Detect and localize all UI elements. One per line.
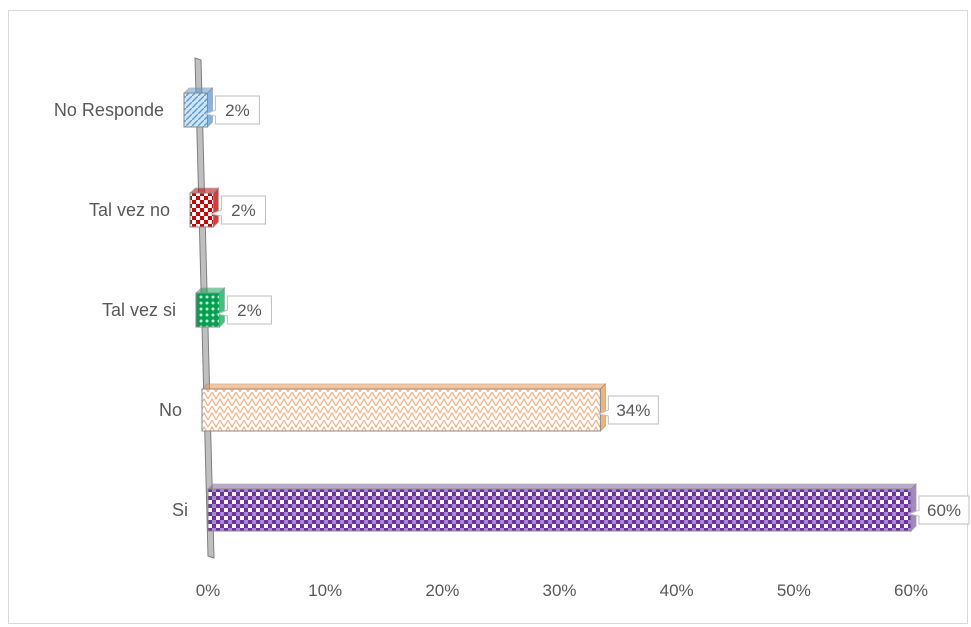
data-label-callout: 34% (596, 395, 659, 425)
data-label: 2% (225, 101, 250, 120)
x-tick-label: 50% (777, 581, 811, 600)
bar-side-1 (599, 383, 606, 432)
bar-tal-vez-no (189, 192, 214, 228)
bar-no (201, 388, 601, 432)
x-tick-label: 20% (425, 581, 459, 600)
bar-side-4 (207, 87, 213, 128)
bar-side-3 (213, 187, 219, 228)
data-label: 60% (927, 501, 961, 520)
data-label-callout: 2% (209, 195, 266, 225)
x-tick-label: 30% (542, 581, 576, 600)
category-label: No (159, 400, 182, 420)
category-label: Si (172, 500, 188, 520)
bar-side-0 (910, 483, 917, 532)
category-label: Tal vez no (89, 200, 170, 220)
bar-top-0 (207, 483, 917, 490)
data-label: 2% (231, 201, 256, 220)
category-label: No Responde (54, 100, 164, 120)
bar-side-2 (219, 287, 225, 328)
data-label-callout: 2% (203, 95, 260, 125)
data-label: 2% (237, 301, 262, 320)
data-label-callout: 60% (907, 495, 970, 525)
bar-no-responde (183, 92, 208, 128)
bar-tal-vez-si (195, 292, 220, 328)
data-label-callout: 2% (215, 295, 272, 325)
category-label: Tal vez si (102, 300, 176, 320)
x-tick-label: 10% (308, 581, 342, 600)
chart-frame (8, 10, 968, 624)
data-label: 34% (616, 401, 650, 420)
bar-si (207, 488, 912, 532)
bar-top-1 (201, 383, 607, 390)
x-tick-label: 60% (894, 581, 928, 600)
x-tick-label: 40% (660, 581, 694, 600)
x-tick-label: 0% (196, 581, 221, 600)
